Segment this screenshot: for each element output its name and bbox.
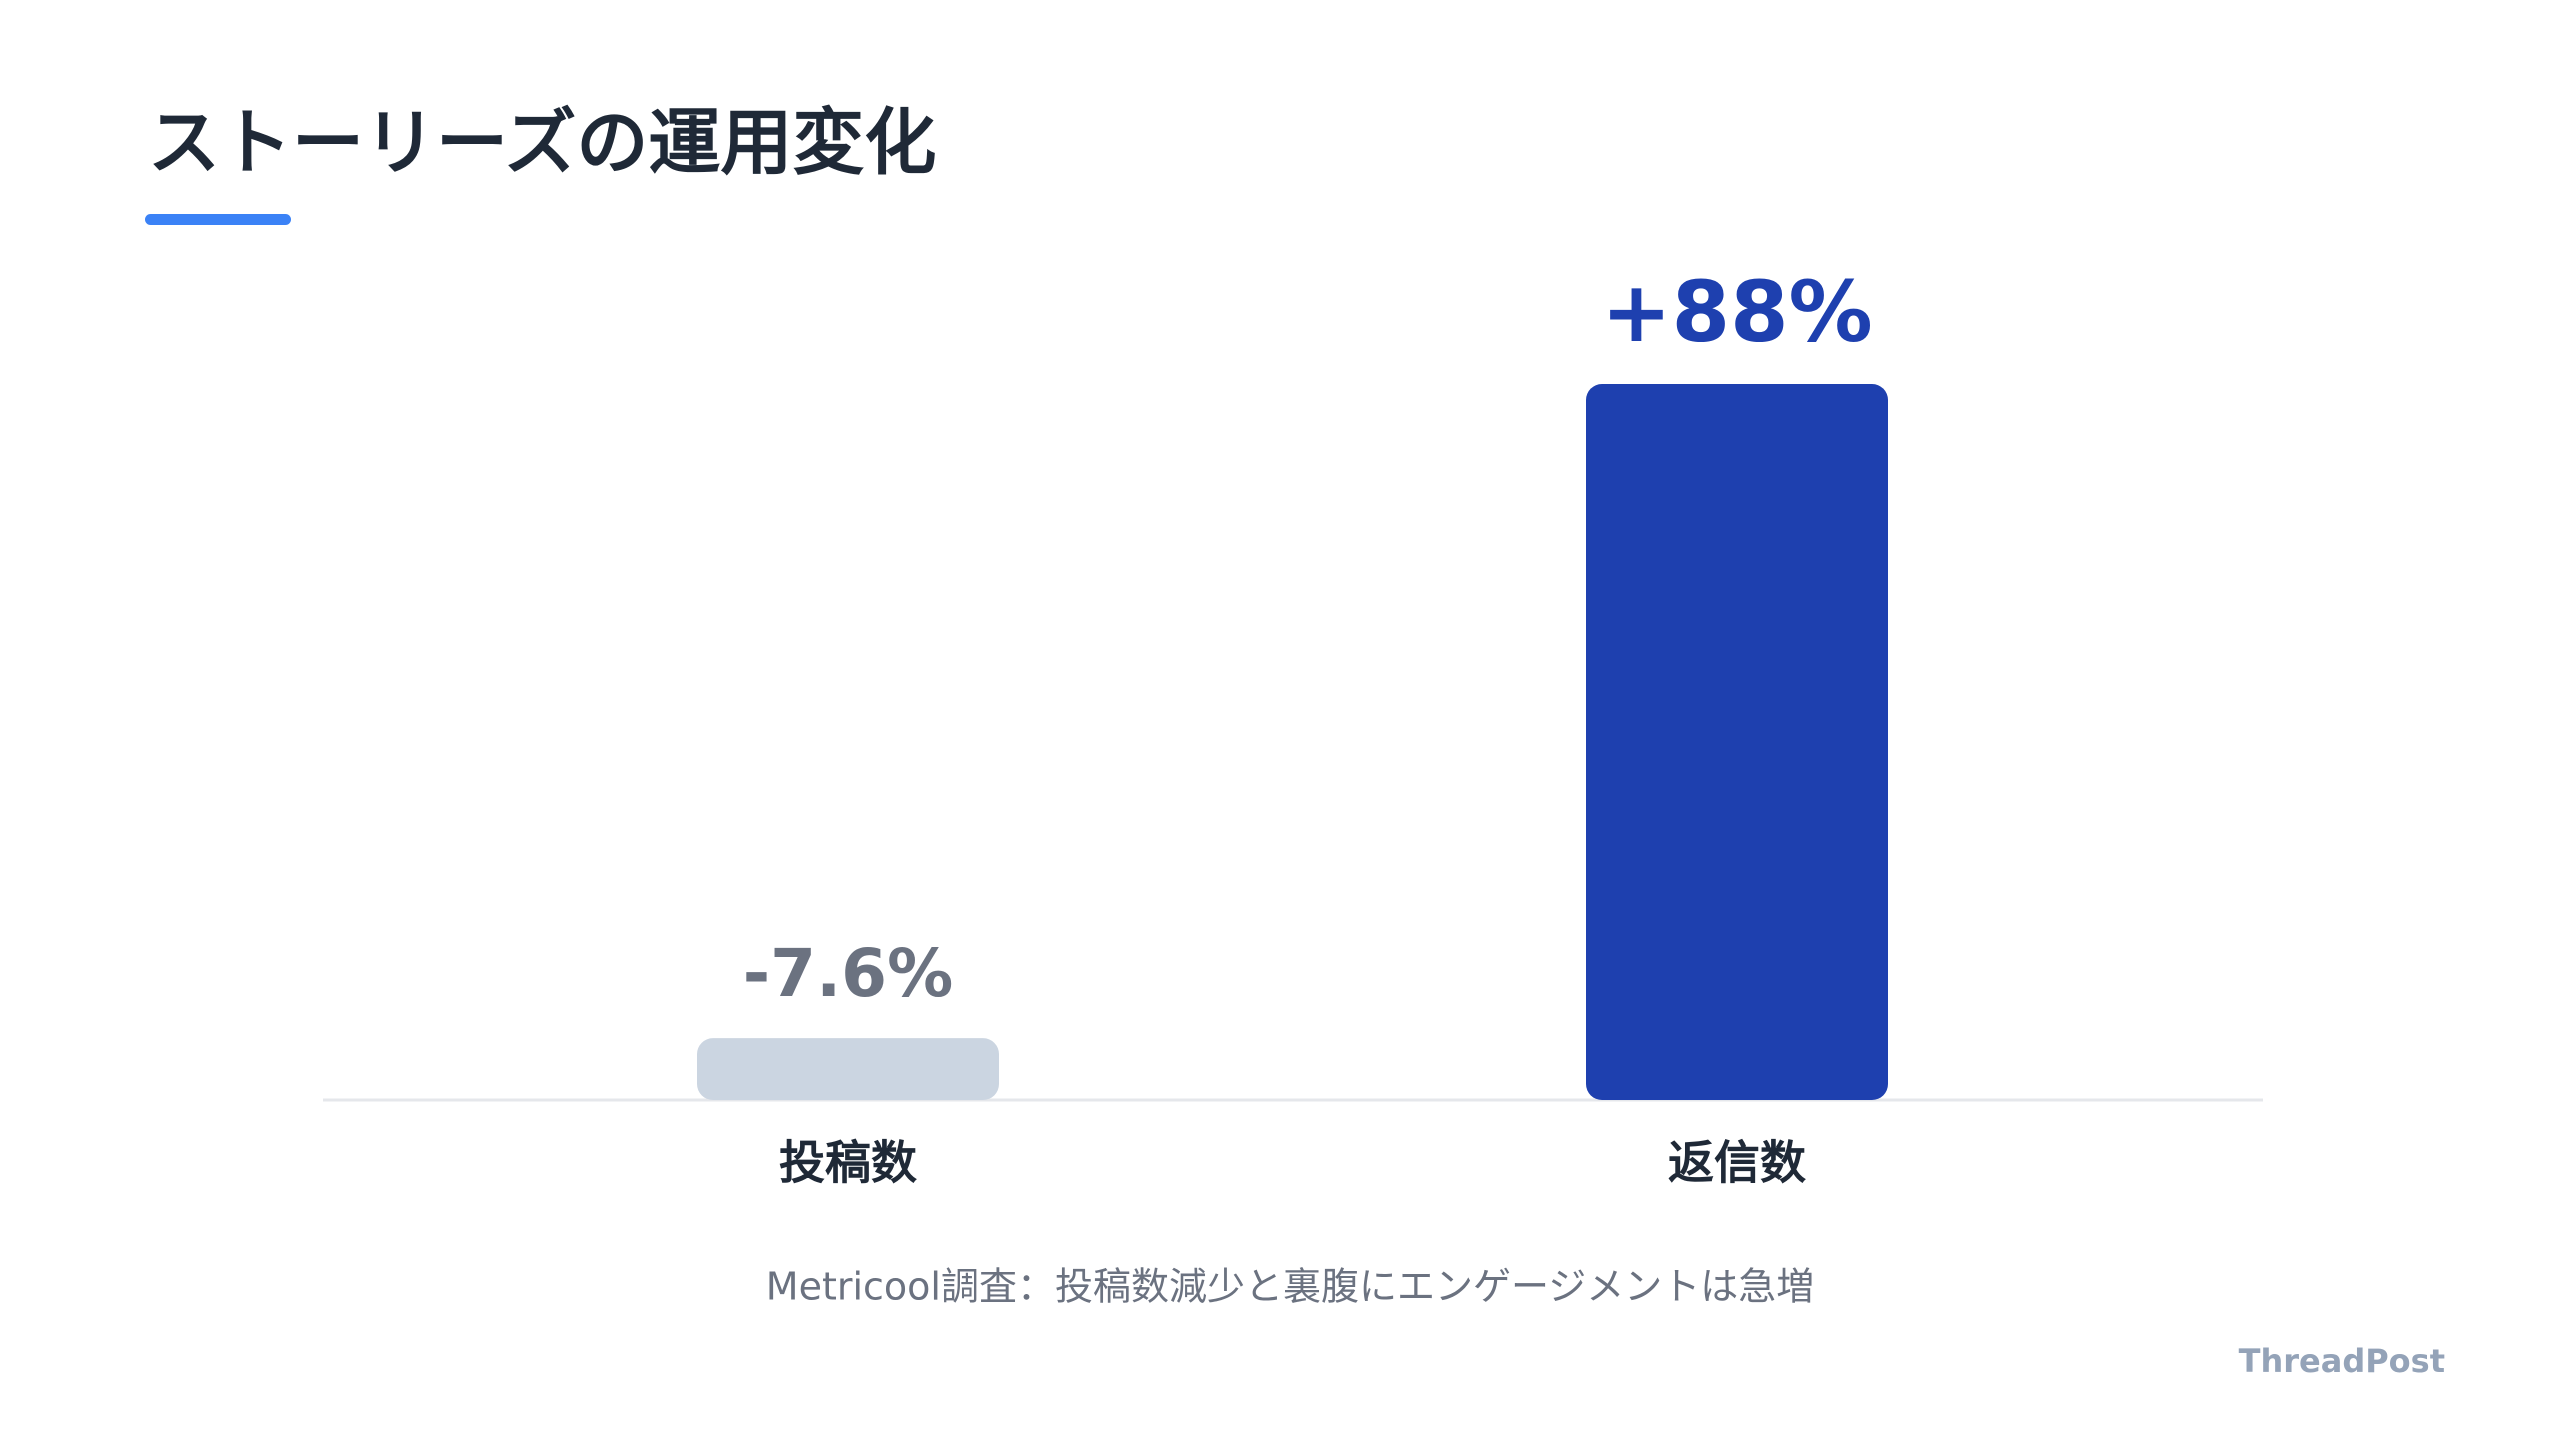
value-label: +88% bbox=[1601, 263, 1872, 361]
value-label: -7.6% bbox=[743, 935, 953, 1012]
caption: Metricool調査：投稿数減少と裏腹にエンゲージメントは急増 bbox=[766, 1265, 1814, 1309]
title-underline bbox=[145, 214, 291, 225]
chart-title: ストーリーズの運用変化 bbox=[148, 101, 936, 185]
brand: ThreadPost bbox=[2239, 1342, 2445, 1380]
x-tick-label: 投稿数 bbox=[779, 1136, 917, 1190]
bar bbox=[697, 1038, 999, 1100]
x-tick-label: 返信数 bbox=[1668, 1136, 1806, 1190]
bar bbox=[1586, 384, 1888, 1100]
